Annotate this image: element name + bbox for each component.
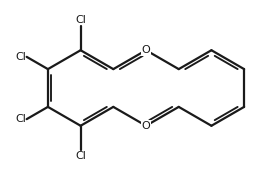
Text: Cl: Cl <box>15 52 26 61</box>
Text: O: O <box>142 45 150 55</box>
Text: Cl: Cl <box>15 115 26 124</box>
Text: Cl: Cl <box>75 151 86 161</box>
Text: Cl: Cl <box>75 15 86 25</box>
Text: O: O <box>142 121 150 131</box>
